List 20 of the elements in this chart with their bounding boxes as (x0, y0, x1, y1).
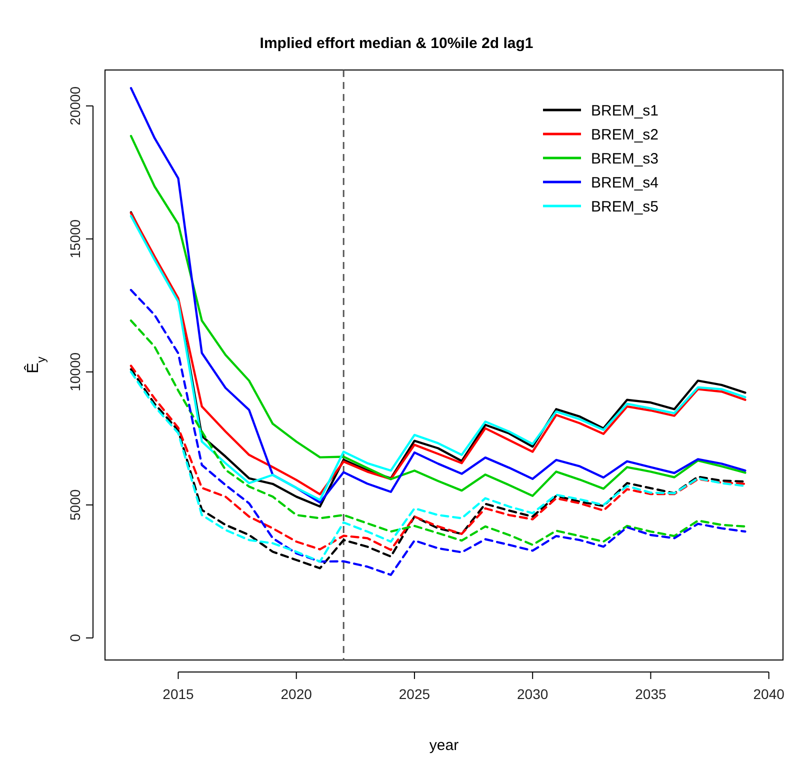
x-tick-label: 2020 (280, 686, 312, 702)
legend-label: BREM_s5 (591, 198, 659, 216)
legend-label: BREM_s4 (591, 174, 659, 192)
legend-label: BREM_s1 (591, 102, 659, 120)
x-tick-label: 2035 (635, 686, 666, 702)
x-tick-label: 2015 (162, 686, 194, 702)
y-tick-label: 15000 (66, 219, 83, 258)
legend-label: BREM_s3 (591, 150, 659, 168)
y-tick-label: 20000 (66, 86, 83, 126)
chart-title: Implied effort median & 10%ile 2d lag1 (260, 35, 534, 52)
x-tick-label: 2040 (753, 686, 785, 702)
x-tick-label: 2030 (517, 686, 548, 702)
line-series (130, 319, 746, 546)
y-tick-label: 0 (66, 634, 83, 642)
x-axis-title: year (429, 737, 459, 754)
line-series (130, 288, 746, 576)
legend-label: BREM_s2 (591, 126, 659, 144)
y-tick-label: 5000 (66, 489, 83, 520)
x-tick-label: 2025 (398, 686, 430, 702)
y-tick-label: 10000 (66, 352, 83, 392)
